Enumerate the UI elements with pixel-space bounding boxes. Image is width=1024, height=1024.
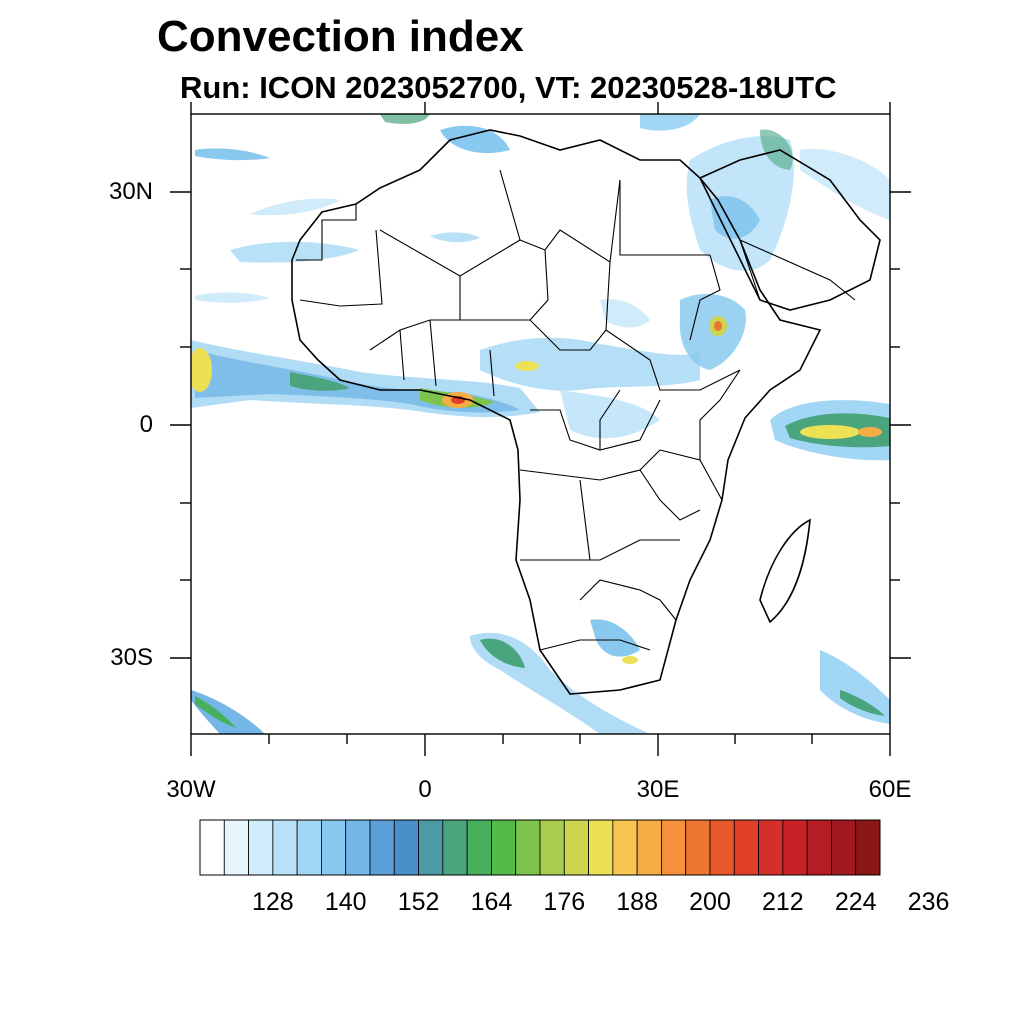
colorbar-swatch: [442, 819, 468, 876]
colorbar-swatch: [199, 819, 225, 876]
colorbar-swatch: [466, 819, 492, 876]
coastline: [291, 129, 881, 695]
colorbar-swatch: [685, 819, 711, 876]
colorbar-swatch: [855, 819, 881, 876]
country-borders: [296, 169, 856, 651]
convection-atlantic-streaks: [195, 198, 480, 303]
axis-ticks: [170, 102, 911, 756]
colorbar-swatch: [806, 819, 832, 876]
colorbar-swatch: [223, 819, 249, 876]
colorbar-swatch: [345, 819, 371, 876]
colorbar-swatch: [661, 819, 687, 876]
lon-label-30e: 30E: [636, 776, 680, 803]
colorbar-swatch: [588, 819, 614, 876]
colorbar-label: 152: [397, 888, 440, 916]
colorbar-swatch: [636, 819, 662, 876]
lat-label-30s: 30S: [110, 644, 153, 671]
plot-title: Convection index: [157, 12, 524, 61]
lon-label-60e: 60E: [868, 776, 912, 803]
colorbar-swatch: [709, 819, 735, 876]
colorbar: [199, 819, 881, 876]
colorbar-swatch: [491, 819, 517, 876]
plot-subtitle: Run: ICON 2023052700, VT: 20230528-18UTC: [180, 70, 837, 105]
map-border: [190, 113, 891, 735]
colorbar-label: 140: [324, 888, 367, 916]
colorbar-swatch: [296, 819, 322, 876]
lat-label-30n: 30N: [108, 178, 153, 205]
convection-central-africa: [480, 299, 700, 439]
colorbar-swatch: [418, 819, 444, 876]
colorbar-swatch: [782, 819, 808, 876]
colorbar-swatch: [612, 819, 638, 876]
colorbar-label: 164: [470, 888, 513, 916]
colorbar-swatch: [272, 819, 298, 876]
colorbar-swatch: [248, 819, 274, 876]
colorbar-label: 200: [689, 888, 731, 916]
colorbar-label: 176: [543, 888, 586, 916]
colorbar-swatch: [393, 819, 419, 876]
colorbar-swatch: [539, 819, 565, 876]
lon-label-0: 0: [418, 776, 432, 803]
colorbar-swatch: [321, 819, 347, 876]
colorbar-outline: [199, 819, 881, 876]
colorbar-swatch: [563, 819, 589, 876]
lat-label-0: 0: [139, 411, 153, 438]
colorbar-swatch: [758, 819, 784, 876]
convection-indian-ocean: [770, 400, 890, 461]
colorbar-label: 212: [761, 888, 804, 916]
convection-southern-bands: [191, 619, 890, 734]
colorbar-swatch: [515, 819, 541, 876]
convection-north: [195, 114, 700, 161]
colorbar-label: 236: [907, 888, 950, 916]
colorbar-label: 188: [616, 888, 658, 916]
colorbar-swatch: [369, 819, 395, 876]
colorbar-label: 224: [834, 888, 877, 916]
colorbar-swatch: [831, 819, 857, 876]
colorbar-label: 128: [251, 888, 294, 916]
lon-label-30w: 30W: [166, 776, 216, 803]
colorbar-swatch: [733, 819, 759, 876]
convection-field: [191, 114, 890, 734]
